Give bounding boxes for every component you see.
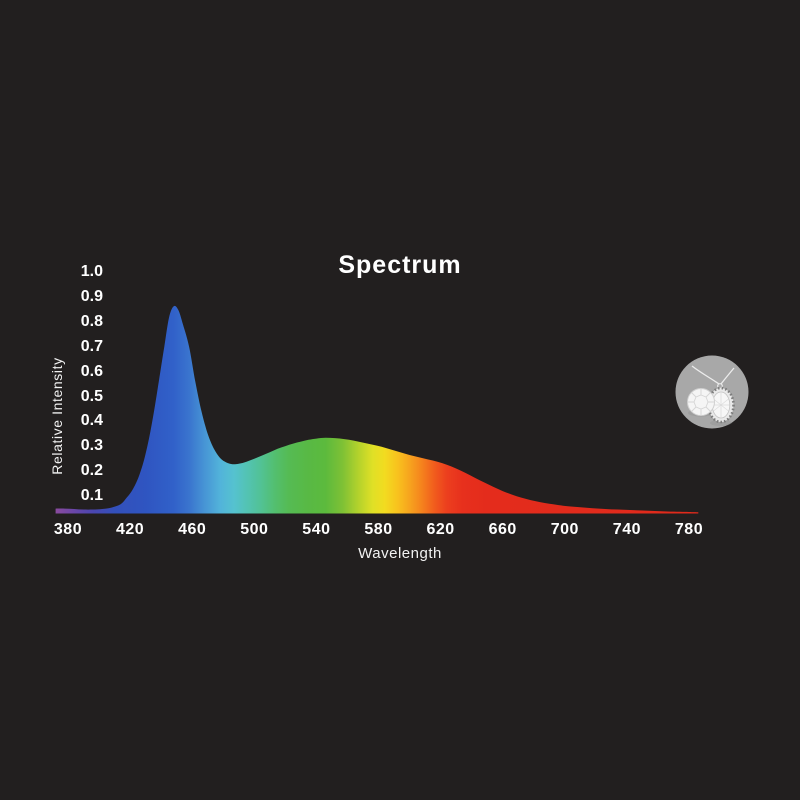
x-tick-label: 380 xyxy=(53,521,83,538)
y-tick-label: 0.2 xyxy=(80,462,103,480)
y-tick-label: 0.5 xyxy=(80,387,103,405)
y-tick-label: 0.9 xyxy=(80,287,103,305)
x-tick-label: 780 xyxy=(674,521,704,538)
y-tick-label: 0.6 xyxy=(80,362,103,380)
jewelry-pendant-icon xyxy=(675,355,749,429)
x-axis-label: Wavelength xyxy=(358,545,442,562)
y-tick-label: 1.0 xyxy=(80,263,103,280)
x-tick-label: 460 xyxy=(178,521,207,538)
y-tick-label: 0.3 xyxy=(80,437,103,455)
y-tick-label: 0.1 xyxy=(80,487,103,505)
x-tick-label: 420 xyxy=(115,521,145,538)
x-tick-label: 660 xyxy=(488,521,517,538)
spectrum-curve xyxy=(55,305,699,514)
y-tick-label: 0.7 xyxy=(80,337,103,355)
y-tick-label: 0.4 xyxy=(80,412,103,430)
x-tick-label: 500 xyxy=(240,521,269,538)
x-tick-label: 580 xyxy=(364,521,393,538)
chart-title: Spectrum xyxy=(338,251,462,279)
x-tick-label: 620 xyxy=(426,521,455,538)
y-tick-label: 0.8 xyxy=(80,312,103,330)
x-tick-label: 740 xyxy=(612,521,641,538)
product-photo-badge xyxy=(675,355,749,429)
x-tick-label: 700 xyxy=(550,521,579,538)
x-tick-label: 540 xyxy=(302,521,331,538)
